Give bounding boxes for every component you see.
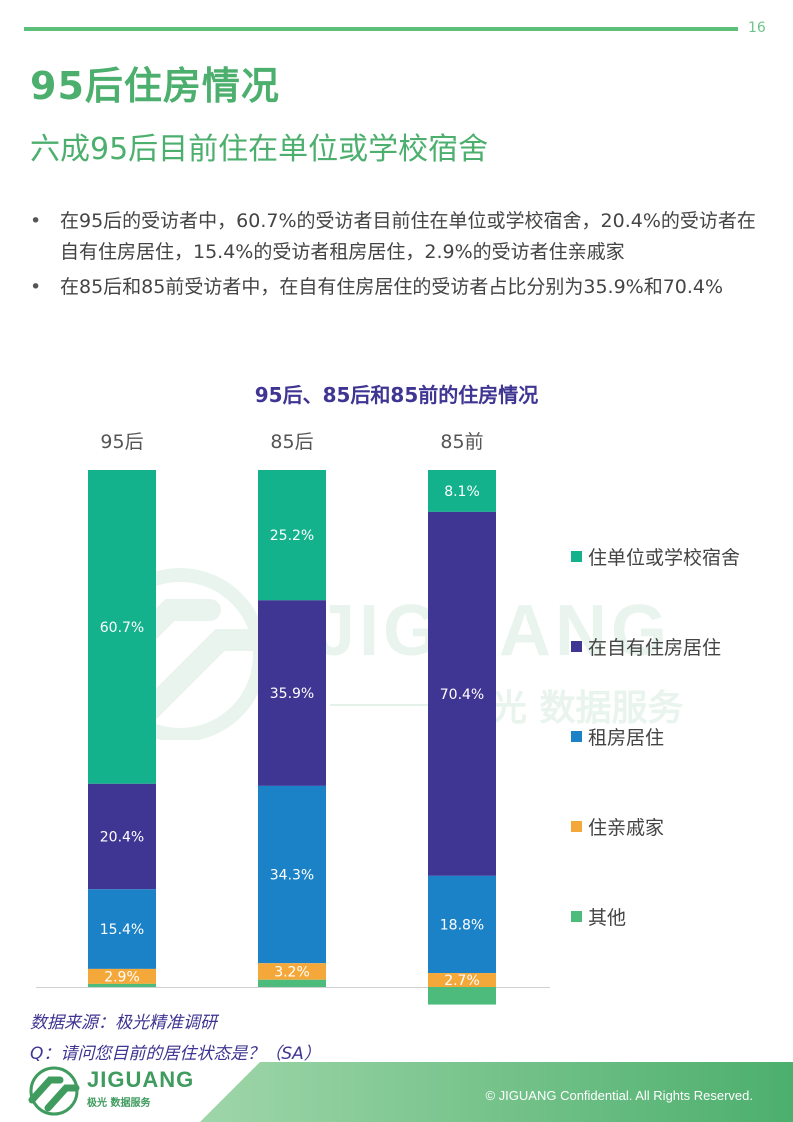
data-label: 15.4% xyxy=(100,922,144,938)
category-label: 95后 xyxy=(100,431,143,453)
copyright: © JIGUANG Confidential. All Rights Reser… xyxy=(485,1088,753,1103)
legend-swatch xyxy=(571,551,582,562)
footer-logo-text: JIGUANG xyxy=(87,1067,195,1092)
bullet-dot-icon: • xyxy=(30,210,42,232)
legend-swatch xyxy=(571,731,582,742)
legend-label: 其他 xyxy=(588,907,626,929)
data-label: 3.2% xyxy=(274,964,310,980)
data-label: 60.7% xyxy=(100,620,144,636)
bar-segment xyxy=(428,987,496,1005)
data-label: 25.2% xyxy=(270,528,314,544)
bullet-text: 在95后的受访者中，60.7%的受访者目前住在单位或学校宿舍，20.4%的受访者… xyxy=(60,210,756,263)
category-label: 85后 xyxy=(270,431,313,453)
data-label: 35.9% xyxy=(270,686,314,702)
legend-swatch xyxy=(571,641,582,652)
category-label: 85前 xyxy=(440,431,483,453)
data-label: 18.8% xyxy=(440,917,484,933)
bar-segment xyxy=(258,963,326,980)
footer-band xyxy=(200,1062,793,1122)
data-label: 70.4% xyxy=(440,687,484,703)
bar-segment xyxy=(428,875,496,974)
legend-swatch xyxy=(571,821,582,832)
bullet-list: • 在95后的受访者中，60.7%的受访者目前住在单位或学校宿舍，20.4%的受… xyxy=(30,206,760,307)
bar-segment xyxy=(428,511,496,876)
data-label: 2.7% xyxy=(444,973,480,989)
bar-segment xyxy=(258,785,326,964)
bar-segment xyxy=(428,973,496,987)
bullet-text: 在85后和85前受访者中，在自有住房居住的受访者占比分别为35.9%和70.4% xyxy=(60,276,724,298)
legend-label: 租房居住 xyxy=(588,727,664,749)
bar-segment xyxy=(428,470,496,512)
question-line: Q：请问您目前的居住状态是？（SA） xyxy=(30,1044,321,1064)
legend-label: 住亲戚家 xyxy=(588,817,664,839)
bar-segment xyxy=(258,979,326,987)
bullet-item: • 在85后和85前受访者中，在自有住房居住的受访者占比分别为35.9%和70.… xyxy=(30,272,760,303)
legend-label: 在自有住房居住 xyxy=(588,637,721,659)
chart-title: 95后、85后和85前的住房情况 xyxy=(254,383,539,407)
page-number: 16 xyxy=(748,20,766,36)
bar-segment xyxy=(88,983,156,987)
data-label: 2.9% xyxy=(104,969,140,985)
bullet-item: • 在95后的受访者中，60.7%的受访者目前住在单位或学校宿舍，20.4%的受… xyxy=(30,206,760,268)
data-label: 8.1% xyxy=(444,484,480,500)
footer-logo-subtext: 极光 数据服务 xyxy=(87,1098,151,1109)
bar-segment xyxy=(258,600,326,786)
source-line: 数据来源：极光精准调研 xyxy=(30,1013,217,1033)
bullet-dot-icon: • xyxy=(30,276,42,298)
top-rule xyxy=(24,27,738,31)
bar-segment xyxy=(88,783,156,890)
bar-segment xyxy=(88,470,156,784)
bar-segment xyxy=(88,889,156,969)
source-note: 数据来源：极光精准调研 Q：请问您目前的居住状态是？（SA） xyxy=(30,1008,321,1070)
jiguang-logo-icon xyxy=(28,1066,80,1116)
legend-label: 住单位或学校宿舍 xyxy=(588,547,740,569)
data-label: 34.3% xyxy=(270,868,314,884)
page-title: 95后住房情况 xyxy=(30,64,280,108)
bar-segment xyxy=(258,470,326,601)
bar-segment xyxy=(88,968,156,984)
page-subtitle: 六成95后目前住在单位或学校宿舍 xyxy=(30,132,489,167)
data-label: 20.4% xyxy=(100,830,144,846)
legend-swatch xyxy=(571,911,582,922)
